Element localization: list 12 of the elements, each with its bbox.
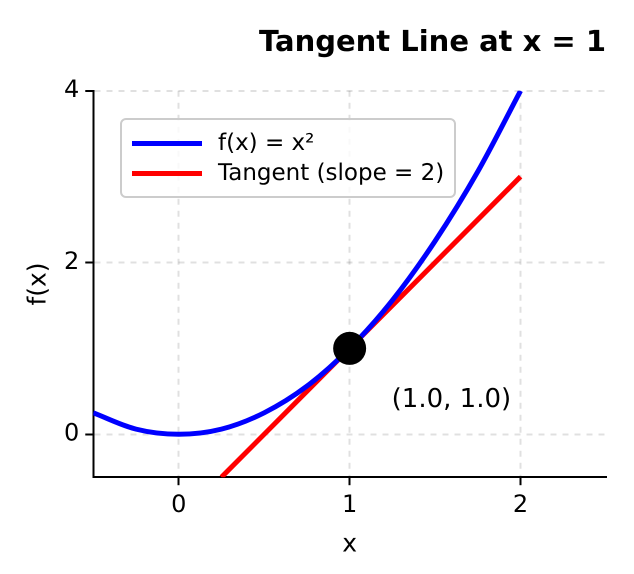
y-tick-label: 4 xyxy=(64,75,80,104)
legend-label: Tangent (slope = 2) xyxy=(218,160,444,186)
x-tick-label: 1 xyxy=(342,490,358,518)
y-tick-label: 0 xyxy=(64,418,80,446)
chart-title: Tangent Line at x = 1 xyxy=(258,24,606,58)
annotation: (1.0, 1.0) xyxy=(392,384,512,414)
y-tick-label: 2 xyxy=(64,246,80,275)
x-tick-label: 2 xyxy=(512,490,528,518)
x-tick-label: 0 xyxy=(171,490,186,518)
legend-label: f(x) = x² xyxy=(218,130,314,156)
y-axis-title: f(x) xyxy=(22,262,52,306)
x-axis-title: x xyxy=(342,528,358,558)
